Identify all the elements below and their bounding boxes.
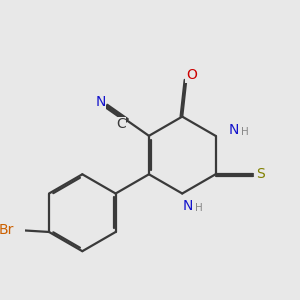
Text: N: N [95,95,106,109]
Text: H: H [241,127,249,137]
Text: Br: Br [0,223,14,237]
Text: N: N [183,199,194,213]
Text: S: S [256,167,265,181]
Text: O: O [186,68,197,82]
Text: N: N [229,123,239,137]
Text: H: H [195,203,202,213]
Text: C: C [116,117,126,131]
